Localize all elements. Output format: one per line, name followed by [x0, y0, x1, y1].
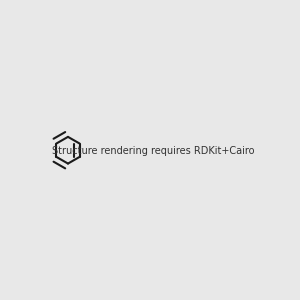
Text: Structure rendering requires RDKit+Cairo: Structure rendering requires RDKit+Cairo [52, 146, 255, 157]
